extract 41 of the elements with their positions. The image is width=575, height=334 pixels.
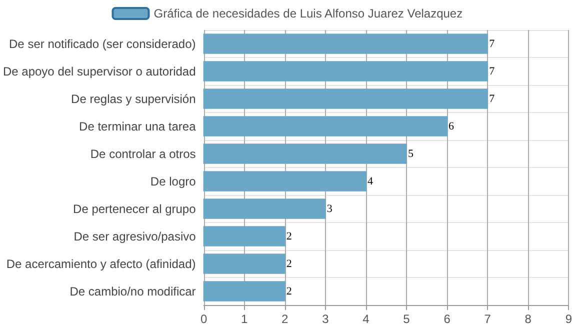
bar [203,144,407,164]
bar [203,88,488,109]
data-label: 2 [286,285,292,298]
data-label: 2 [286,258,292,270]
bar [203,254,286,274]
x-tick-label: 9 [565,312,572,326]
y-tick-label: De controlar a otros [90,146,196,161]
data-label: 4 [367,175,374,188]
x-tick-label: 1 [240,312,248,326]
data-label: 5 [408,148,414,160]
bar [203,226,286,246]
bar [203,61,488,82]
bar [203,198,326,219]
x-tick-label: 3 [322,312,330,326]
bar [203,171,366,192]
x-tick-label: 0 [200,312,208,326]
y-tick-label: De terminar una tarea [79,119,196,134]
data-label: 7 [489,92,496,105]
y-tick-label: De apoyo del supervisor o autoridad [2,64,196,78]
y-tick-label: De cambio/no modificar [70,284,196,298]
data-label: 7 [489,65,496,78]
x-tick-label: 8 [524,312,532,326]
y-tick-label: De ser notificado (ser considerado) [9,36,196,51]
x-tick-label: 5 [403,312,410,326]
data-label: 6 [448,120,455,132]
x-tick-label: 6 [444,312,451,326]
legend-label: Gráfica de necesidades de Luis Alfonso Juarez Velazquez [154,6,463,20]
bar [203,281,286,302]
x-tick-label: 2 [282,312,289,326]
bar [203,116,448,136]
x-tick-label: 4 [362,312,370,326]
y-tick-label: De acercamiento y afecto (afinidad) [6,256,196,271]
x-tick-label: 7 [484,312,492,326]
y-tick-label: De pertenecer al grupo [73,202,196,216]
data-label: 2 [286,230,292,242]
y-tick-label: De reglas y supervisión [71,92,196,106]
data-label: 3 [326,202,333,215]
data-label: 7 [489,38,496,50]
y-tick-label: De logro [150,174,196,188]
bar [203,34,488,54]
y-tick-label: De ser agresivo/pasivo [74,229,196,244]
